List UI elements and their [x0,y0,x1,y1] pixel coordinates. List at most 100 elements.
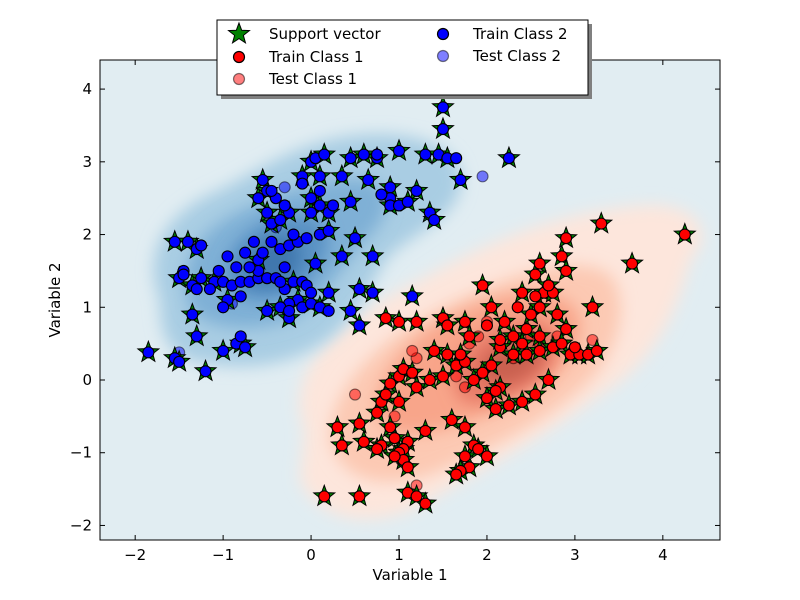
train-class-1-point [370,406,384,419]
x-tick-label: 4 [658,546,668,564]
train-class-1-point [485,359,498,372]
train-class-2-point [375,188,388,201]
train-class-1-point [392,395,406,408]
train-class-2-point [362,173,375,187]
train-class-1-point [489,384,502,397]
train-class-1-point [458,450,472,463]
train-class-1-point [502,399,515,412]
legend-marker-test-class-1 [232,72,246,86]
train-class-1-point [480,450,494,463]
train-class-1-point [476,366,489,379]
train-class-1-point [678,228,691,241]
test-class-1-point [348,388,362,401]
train-class-2-point [168,235,181,248]
train-class-1-point [458,421,472,434]
train-class-1-point [529,290,542,303]
train-class-2-point [353,283,366,296]
train-class-1-point [529,268,542,281]
train-class-1-point [586,301,599,314]
train-class-1-point [450,468,463,481]
train-class-2-point [326,199,340,212]
train-class-1-point [560,323,573,336]
x-axis-title: Variable 1 [372,566,447,584]
train-class-1-point [428,344,441,357]
train-class-1-point [379,312,392,325]
x-tick-label: −1 [212,546,234,564]
legend-marker-train-class-1 [232,50,246,64]
train-class-2-point [247,235,260,248]
train-class-2-point [401,195,414,208]
train-class-2-point [274,213,287,227]
train-class-1-point [595,217,608,230]
train-class-2-point [256,246,269,259]
train-class-2-point [318,148,331,161]
legend-marker-train-class-2 [436,27,450,41]
train-class-1-point [507,348,520,361]
train-class-1-point [524,308,537,321]
train-class-2-point [406,290,419,303]
train-class-2-point [335,170,348,183]
train-class-2-point [410,184,423,197]
train-class-1-point [489,403,502,416]
y-tick-label: 3 [82,153,92,171]
train-class-2-point [199,365,212,378]
y-tick-label: 0 [82,371,92,389]
train-class-1-point [388,432,401,445]
train-class-1-point [516,395,529,408]
train-class-1-point [516,337,529,350]
train-class-2-point [203,283,216,296]
train-class-1-point [331,421,344,434]
x-tick-label: 2 [482,546,492,564]
legend-marker-support-vector [227,21,251,45]
y-tick-label: −1 [70,444,92,462]
test-class-2-point [278,181,291,194]
x-tick-label: 3 [570,546,580,564]
train-class-1-point [590,344,603,357]
train-class-2-points [142,101,515,378]
train-class-2-point [419,148,432,161]
train-class-1-point [441,348,454,361]
legend: Support vector Train Class 1 Test Class … [216,19,592,99]
train-class-2-point [261,304,274,317]
train-class-1-point [318,490,331,503]
train-class-2-point [142,346,155,359]
train-class-1-point [335,439,348,452]
train-class-2-point [436,101,450,114]
train-class-1-point [533,301,546,314]
train-class-2-point [173,355,186,368]
train-class-1-point [370,443,384,456]
y-tick-label: 2 [82,226,92,244]
train-class-1-point [384,421,397,434]
train-class-1-point [410,490,423,503]
train-class-2-point [261,206,274,219]
train-class-2-point [181,235,194,248]
test-class-2-point [476,170,489,183]
train-class-1-point [419,424,432,437]
y-tick-label: 4 [82,80,92,98]
train-class-2-point [450,152,463,165]
train-class-1-point [379,388,392,401]
train-class-2-point [274,275,287,288]
test-class-1-point [586,333,599,347]
legend-label-train-class-1: Train Class 1 [268,48,364,66]
train-class-1-point [485,301,498,314]
train-class-2-point [305,286,318,299]
train-class-1-point [480,319,494,332]
train-class-1-point [555,337,568,350]
train-class-2-point [322,304,335,317]
train-class-1-point [410,315,423,328]
train-class-1-point [533,344,546,357]
legend-label-test-class-1: Test Class 1 [268,70,357,88]
train-class-1-point [555,250,568,263]
train-class-1-point [388,450,401,463]
train-class-1-point [494,333,507,347]
train-class-1-point [423,373,436,387]
train-class-1-point [419,497,432,510]
train-class-2-point [221,250,234,263]
train-class-1-point [458,315,472,328]
train-class-1-point [529,388,542,401]
train-class-2-point [335,250,348,263]
train-class-2-point [366,250,379,263]
train-class-2-point [428,213,441,227]
train-class-2-point [239,246,252,259]
